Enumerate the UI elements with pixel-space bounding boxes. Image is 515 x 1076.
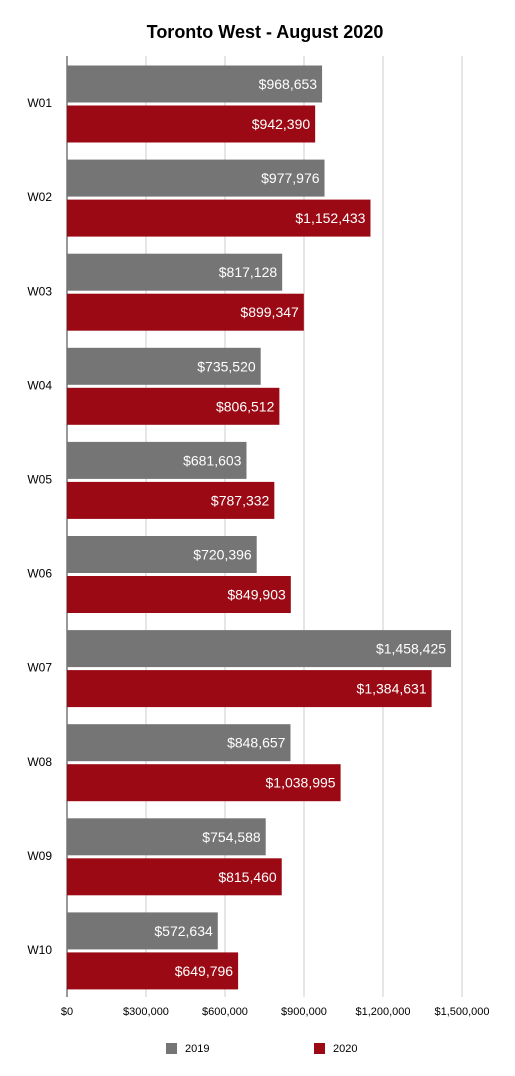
data-label: $649,796 xyxy=(175,963,234,979)
category-label: W05 xyxy=(27,472,52,486)
bar-2020-W01 xyxy=(67,105,316,143)
legend-label-2019: 2019 xyxy=(185,1043,209,1055)
data-label: $815,460 xyxy=(218,869,277,885)
chart-title: Toronto West - August 2020 xyxy=(147,22,384,42)
category-label: W09 xyxy=(27,849,52,863)
category-label: W10 xyxy=(27,943,52,957)
bar-2019-W04 xyxy=(67,347,261,385)
bar-2020-W05 xyxy=(67,481,275,519)
x-tick-label: $0 xyxy=(61,1006,73,1018)
data-label: $754,588 xyxy=(202,829,261,845)
category-label: W06 xyxy=(27,567,52,581)
x-tick-label: $1,200,000 xyxy=(355,1006,410,1018)
x-tick-label: $600,000 xyxy=(202,1006,248,1018)
bar-2020-W07 xyxy=(67,670,432,708)
data-label: $1,152,433 xyxy=(295,210,365,226)
data-label: $735,520 xyxy=(197,358,256,374)
x-tick-label: $300,000 xyxy=(123,1006,169,1018)
category-labels: W01 W02 W03 W04 W05 W06 W07 W08 W09 W10 xyxy=(27,96,52,957)
bar-2019-W02 xyxy=(67,159,325,197)
category-label: W03 xyxy=(27,284,52,298)
data-label: $899,347 xyxy=(240,304,299,320)
legend: 2019 2020 xyxy=(166,1043,357,1055)
data-label: $1,458,425 xyxy=(376,641,446,657)
category-label: W07 xyxy=(27,661,52,675)
bar-2019-W01 xyxy=(67,65,323,103)
bar-2020-W06 xyxy=(67,576,291,613)
legend-swatch-2020 xyxy=(314,1043,325,1054)
bar-2020-W04 xyxy=(67,387,280,425)
legend-label-2020: 2020 xyxy=(333,1043,357,1055)
data-label: $942,390 xyxy=(252,116,311,132)
bar-2019-W07 xyxy=(67,630,452,668)
bar-2020-W08 xyxy=(67,764,341,802)
bar-2020-W02 xyxy=(67,199,371,237)
category-label: W02 xyxy=(27,190,52,204)
data-label: $968,653 xyxy=(259,76,318,92)
bar-2019-W06 xyxy=(67,536,257,573)
data-label: $1,384,631 xyxy=(357,681,427,697)
gridlines xyxy=(66,56,463,997)
data-labels: $968,653 $942,390 $977,976 $1,152,433 $817,1… xyxy=(154,76,446,979)
bar-2020-W03 xyxy=(67,293,304,331)
category-label: W01 xyxy=(27,96,52,110)
legend-swatch-2019 xyxy=(166,1043,177,1054)
category-label: W04 xyxy=(27,378,52,392)
data-label: $977,976 xyxy=(261,170,320,186)
data-label: $849,903 xyxy=(227,587,286,603)
bars xyxy=(67,65,452,990)
bar-2020-W10 xyxy=(67,952,239,990)
data-label: $720,396 xyxy=(193,547,252,563)
bar-2019-W03 xyxy=(67,253,283,291)
data-label: $787,332 xyxy=(211,492,270,508)
data-label: $848,657 xyxy=(227,735,286,751)
data-label: $572,634 xyxy=(154,923,213,939)
bar-2019-W10 xyxy=(67,912,218,950)
bar-2019-W08 xyxy=(67,724,291,762)
data-label: $1,038,995 xyxy=(266,775,336,791)
bar-2020-W09 xyxy=(67,858,282,896)
bar-2019-W05 xyxy=(67,441,247,479)
x-tick-label: $900,000 xyxy=(281,1006,327,1018)
category-label: W08 xyxy=(27,755,52,769)
data-label: $817,128 xyxy=(219,264,278,280)
x-tick-labels: $0 $300,000 $600,000 $900,000 $1,200,000 $1,5… xyxy=(61,1006,490,1018)
bar-2019-W09 xyxy=(67,818,266,856)
data-label: $681,603 xyxy=(183,452,242,468)
x-tick-label: $1,500,000 xyxy=(434,1006,489,1018)
data-label: $806,512 xyxy=(216,398,275,414)
